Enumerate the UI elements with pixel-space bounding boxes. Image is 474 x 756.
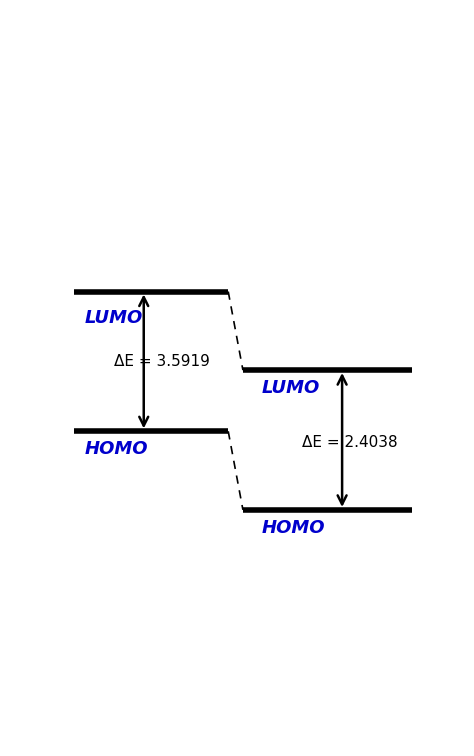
- Text: ΔE = 3.5919: ΔE = 3.5919: [114, 354, 210, 369]
- Text: HOMO: HOMO: [261, 519, 325, 537]
- Text: HOMO: HOMO: [85, 440, 148, 458]
- Text: ΔE = 2.4038: ΔE = 2.4038: [301, 435, 397, 451]
- Text: LUMO: LUMO: [261, 379, 319, 397]
- Text: LUMO: LUMO: [85, 309, 143, 327]
